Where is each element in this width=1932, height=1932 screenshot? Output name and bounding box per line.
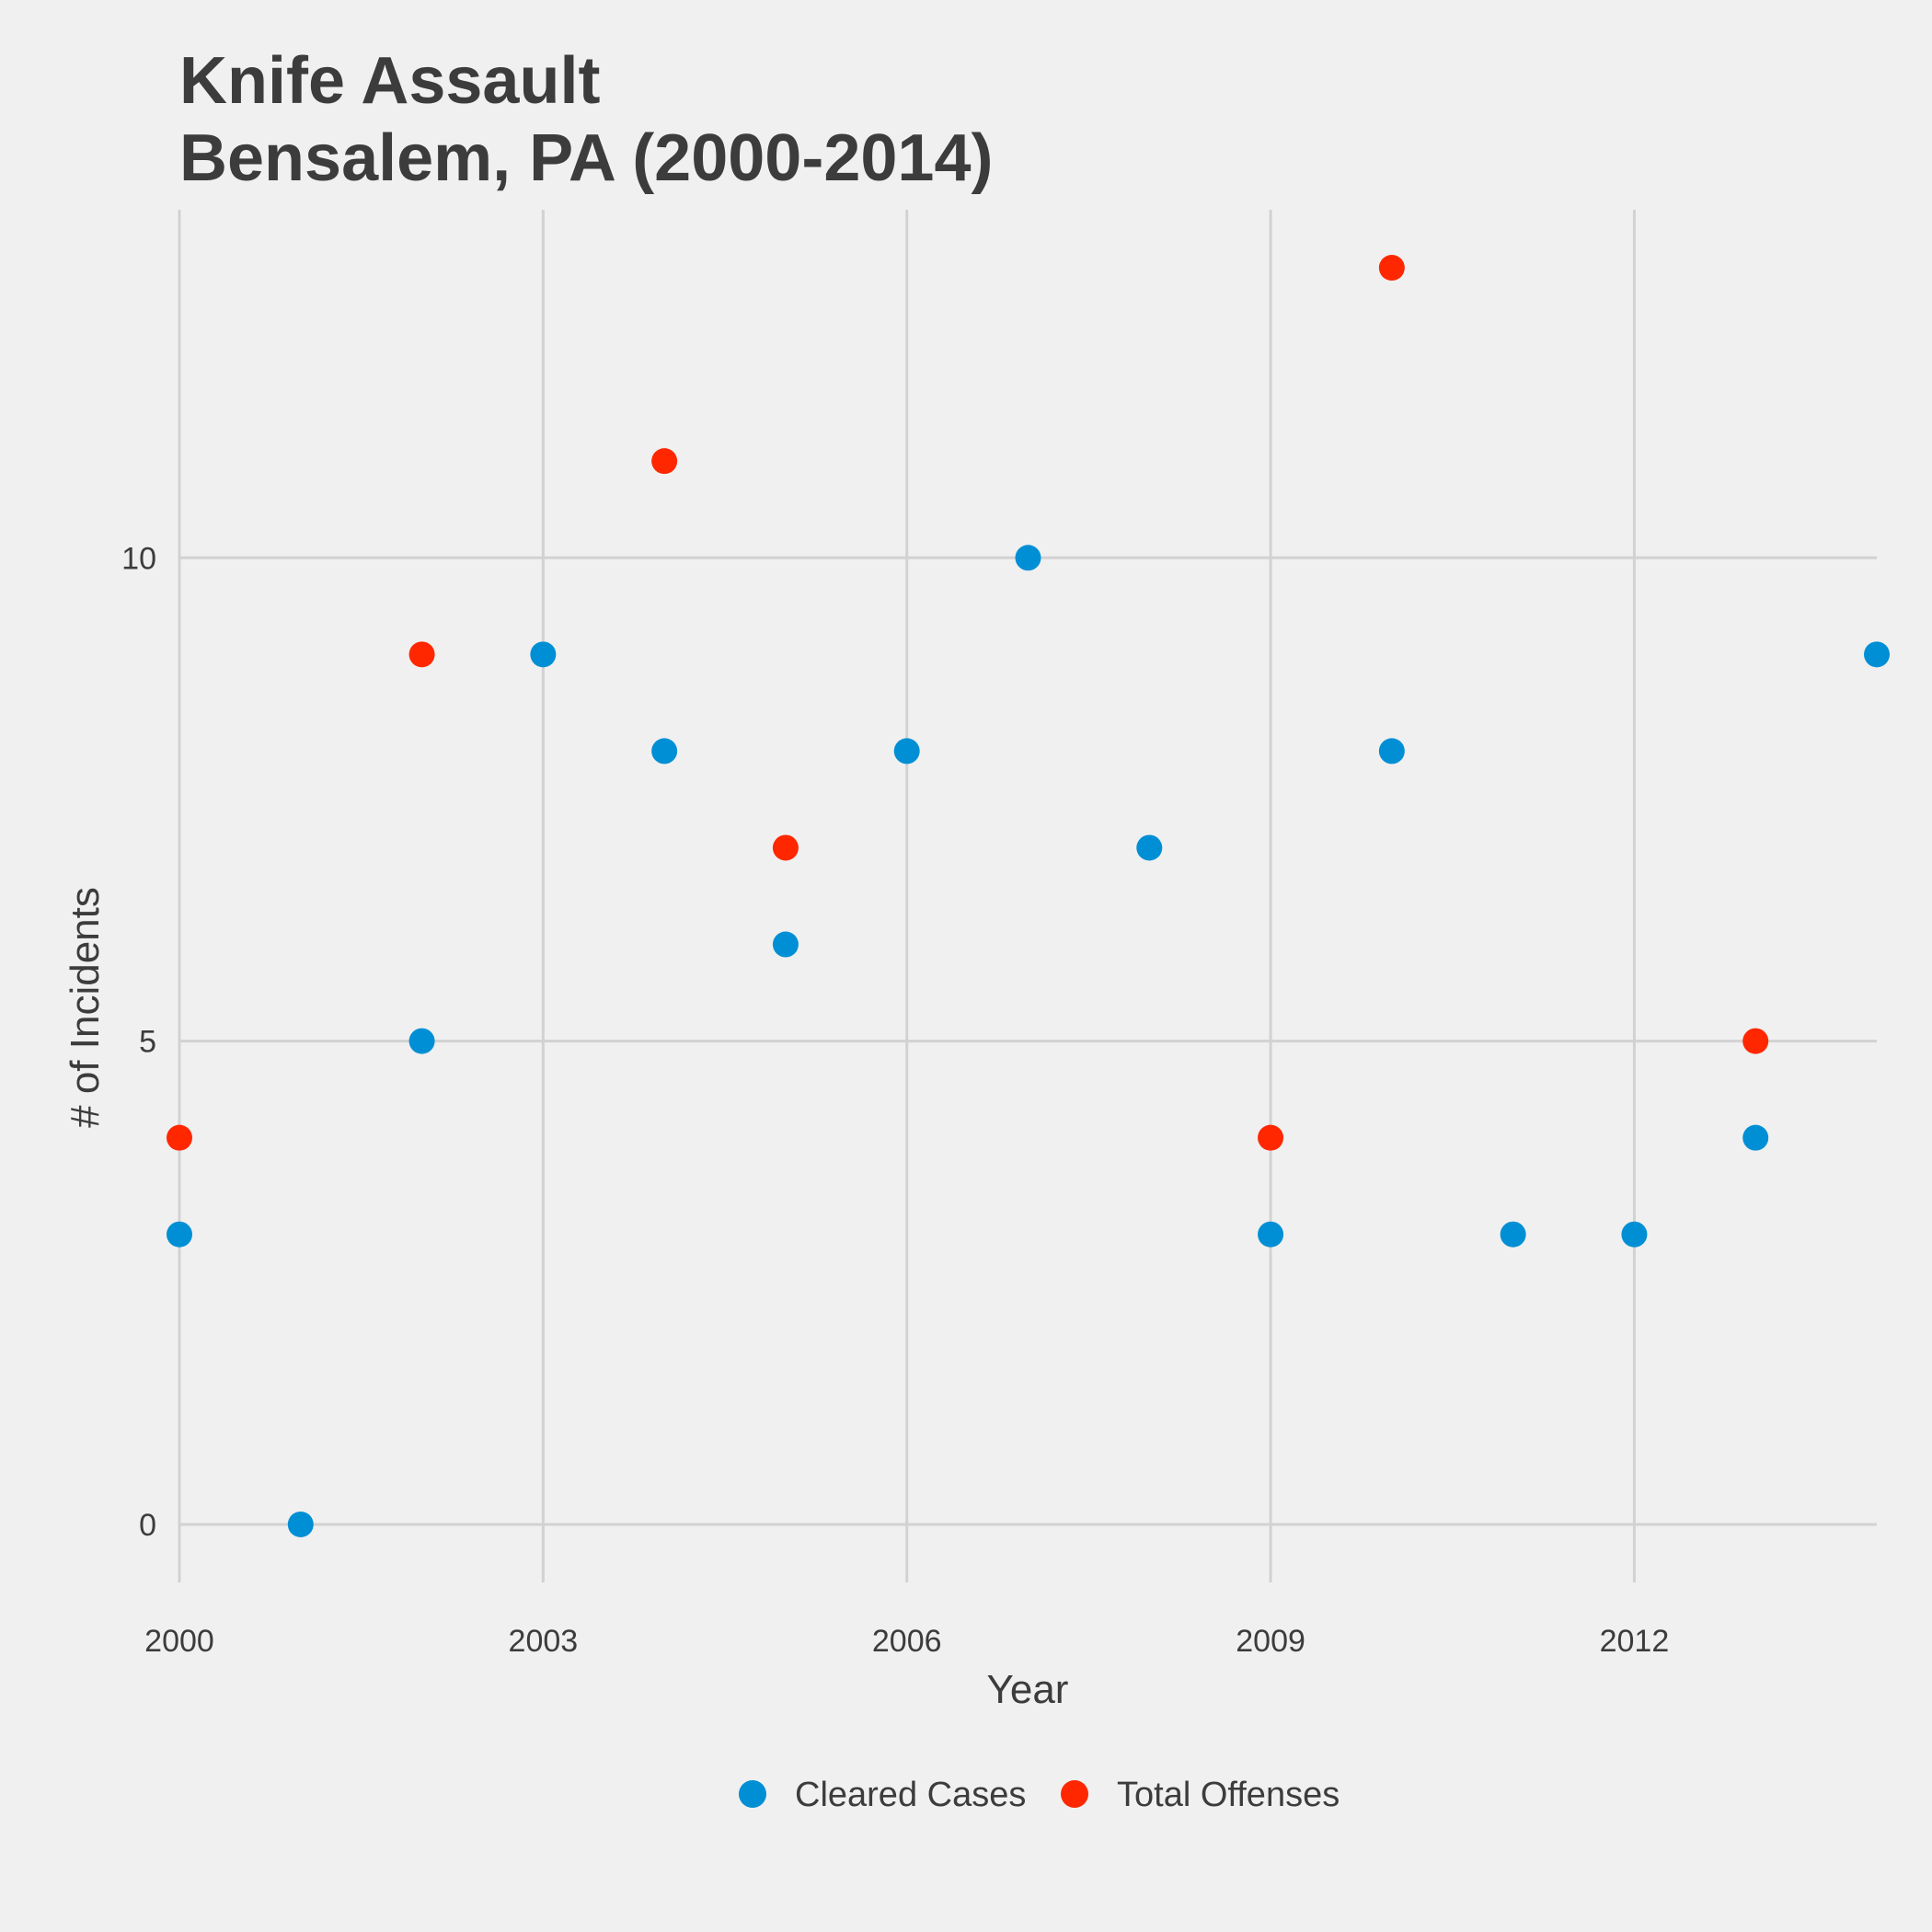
cleared-cases-legend-label: Cleared Cases: [795, 1776, 1026, 1814]
y-tick-label: 10: [121, 541, 156, 576]
x-tick-label: 2000: [144, 1624, 214, 1659]
cleared-cases-point: [167, 1221, 192, 1248]
total-offenses-legend-label: Total Offenses: [1117, 1776, 1340, 1814]
chart-title: Knife Assault: [179, 44, 600, 118]
total-offenses-point: [1258, 1124, 1284, 1151]
x-axis-label: Year: [987, 1667, 1069, 1712]
cleared-cases-point: [893, 738, 920, 765]
total-offenses-point: [1742, 1028, 1769, 1054]
x-tick-label: 2012: [1600, 1624, 1670, 1659]
cleared-cases-point: [1864, 641, 1890, 668]
cleared-cases-point: [1015, 545, 1041, 571]
cleared-cases-point: [530, 641, 557, 668]
legend: Cleared Cases Total Offenses: [739, 1776, 1340, 1814]
cleared-cases-point: [772, 931, 799, 958]
grid-lines: [178, 210, 1877, 1582]
cleared-cases-point: [1500, 1221, 1526, 1248]
total-offenses-point: [651, 448, 678, 475]
y-tick-label: 0: [139, 1508, 156, 1543]
data-points: [167, 255, 1890, 1537]
tick-labels: 2000 2003 2006 2009 2012 0 5 10: [121, 541, 1669, 1659]
cleared-cases-point: [408, 1028, 435, 1054]
cleared-cases-legend-marker: [739, 1780, 766, 1808]
x-tick-label: 2009: [1236, 1624, 1305, 1659]
y-axis-label: # of Incidents: [63, 887, 108, 1128]
y-tick-label: 5: [139, 1025, 156, 1060]
cleared-cases-point: [287, 1511, 314, 1537]
total-offenses-point: [408, 641, 435, 668]
x-tick-label: 2003: [509, 1624, 579, 1659]
total-offenses-point: [772, 834, 799, 861]
total-offenses-point: [167, 1124, 192, 1151]
cleared-cases-point: [1258, 1221, 1284, 1248]
chart-subtitle: Bensalem, PA (2000-2014): [179, 121, 993, 195]
cleared-cases-point: [1136, 834, 1163, 861]
cleared-cases-point: [1378, 738, 1405, 765]
total-offenses-legend-marker: [1061, 1780, 1088, 1808]
cleared-cases-point: [1621, 1221, 1648, 1248]
total-offenses-point: [1378, 255, 1405, 282]
cleared-cases-point: [1742, 1124, 1769, 1151]
x-tick-label: 2006: [872, 1624, 942, 1659]
cleared-cases-point: [651, 738, 678, 765]
